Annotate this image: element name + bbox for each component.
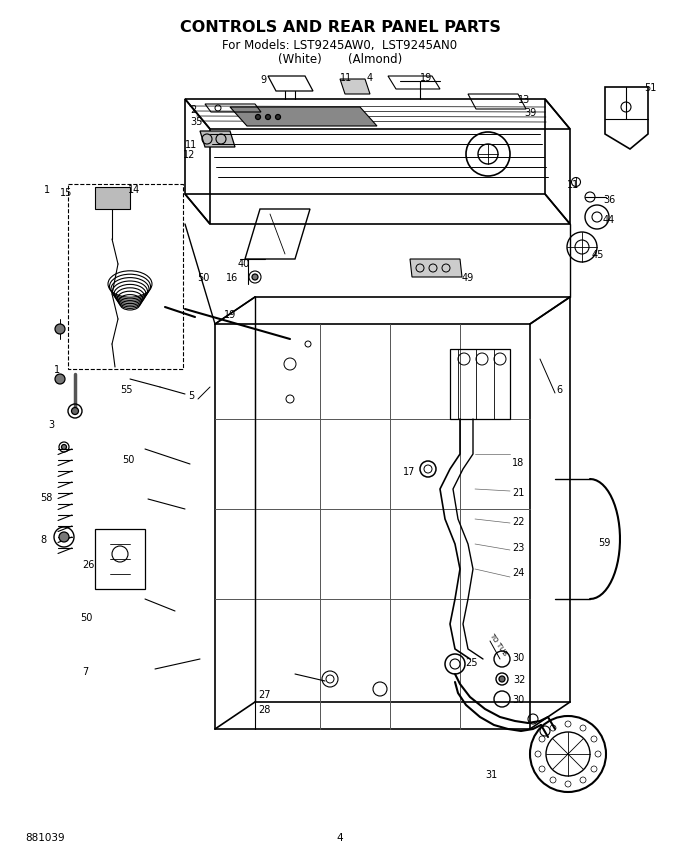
Text: 51: 51 bbox=[644, 83, 656, 93]
Polygon shape bbox=[410, 259, 462, 278]
Text: 22: 22 bbox=[512, 516, 524, 526]
Circle shape bbox=[275, 115, 280, 120]
Text: CONTROLS AND REAR PANEL PARTS: CONTROLS AND REAR PANEL PARTS bbox=[180, 20, 500, 36]
Polygon shape bbox=[230, 107, 377, 127]
Text: For Models: LST9245AW0,  LST9245AN0: For Models: LST9245AW0, LST9245AN0 bbox=[222, 39, 458, 52]
Text: 11: 11 bbox=[567, 180, 579, 189]
Text: 6: 6 bbox=[556, 385, 562, 395]
Text: 25: 25 bbox=[465, 657, 477, 667]
Text: 3: 3 bbox=[48, 420, 54, 430]
Text: TO TUB: TO TUB bbox=[488, 632, 508, 657]
Text: 16: 16 bbox=[226, 273, 238, 282]
Circle shape bbox=[265, 115, 271, 120]
Text: 19: 19 bbox=[420, 73, 432, 83]
Text: 12: 12 bbox=[183, 150, 195, 160]
Circle shape bbox=[252, 275, 258, 281]
Text: 28: 28 bbox=[258, 705, 271, 714]
Polygon shape bbox=[95, 188, 130, 210]
Text: 14: 14 bbox=[128, 185, 140, 194]
Text: 32: 32 bbox=[513, 674, 526, 684]
Text: 11: 11 bbox=[340, 73, 352, 83]
Text: 24: 24 bbox=[512, 567, 524, 577]
Circle shape bbox=[256, 115, 260, 120]
Text: 26: 26 bbox=[82, 560, 95, 569]
Text: 50: 50 bbox=[80, 612, 92, 623]
Text: 30: 30 bbox=[512, 694, 524, 705]
Text: 1: 1 bbox=[44, 185, 50, 194]
Text: (White)       (Almond): (White) (Almond) bbox=[278, 54, 402, 67]
Text: 31: 31 bbox=[485, 769, 497, 779]
Text: 7: 7 bbox=[82, 666, 88, 676]
Text: 50: 50 bbox=[197, 273, 209, 282]
Circle shape bbox=[55, 325, 65, 334]
Text: 1: 1 bbox=[54, 364, 60, 374]
Text: 4: 4 bbox=[337, 832, 343, 842]
Text: 59: 59 bbox=[598, 537, 611, 548]
Text: 35: 35 bbox=[190, 117, 203, 127]
Text: 9: 9 bbox=[260, 75, 266, 85]
Text: 15: 15 bbox=[60, 188, 72, 198]
Text: 45: 45 bbox=[592, 250, 605, 259]
Text: 39: 39 bbox=[524, 107, 537, 118]
Text: 44: 44 bbox=[603, 215, 615, 224]
Text: 55: 55 bbox=[120, 385, 133, 395]
Circle shape bbox=[71, 408, 78, 415]
Text: 881039: 881039 bbox=[25, 832, 65, 842]
Text: 30: 30 bbox=[512, 653, 524, 662]
Text: 36: 36 bbox=[603, 194, 615, 205]
Text: 8: 8 bbox=[40, 534, 46, 544]
Text: 21: 21 bbox=[512, 487, 524, 497]
Circle shape bbox=[55, 374, 65, 385]
Polygon shape bbox=[340, 80, 370, 95]
Text: 18: 18 bbox=[512, 457, 524, 467]
Circle shape bbox=[59, 532, 69, 543]
Circle shape bbox=[499, 676, 505, 682]
Text: 40: 40 bbox=[238, 258, 250, 269]
Text: 4: 4 bbox=[367, 73, 373, 83]
Text: 50: 50 bbox=[122, 455, 135, 464]
Text: 5: 5 bbox=[188, 391, 194, 401]
Text: 19: 19 bbox=[224, 310, 236, 320]
Text: 23: 23 bbox=[512, 543, 524, 553]
Circle shape bbox=[61, 445, 67, 450]
Text: 27: 27 bbox=[258, 689, 271, 699]
Text: 58: 58 bbox=[40, 492, 52, 502]
Text: 49: 49 bbox=[462, 273, 474, 282]
Text: 17: 17 bbox=[403, 467, 415, 477]
Polygon shape bbox=[200, 132, 235, 148]
Text: 11: 11 bbox=[185, 140, 197, 150]
Text: 2: 2 bbox=[190, 105, 197, 115]
Text: 13: 13 bbox=[518, 95, 530, 105]
